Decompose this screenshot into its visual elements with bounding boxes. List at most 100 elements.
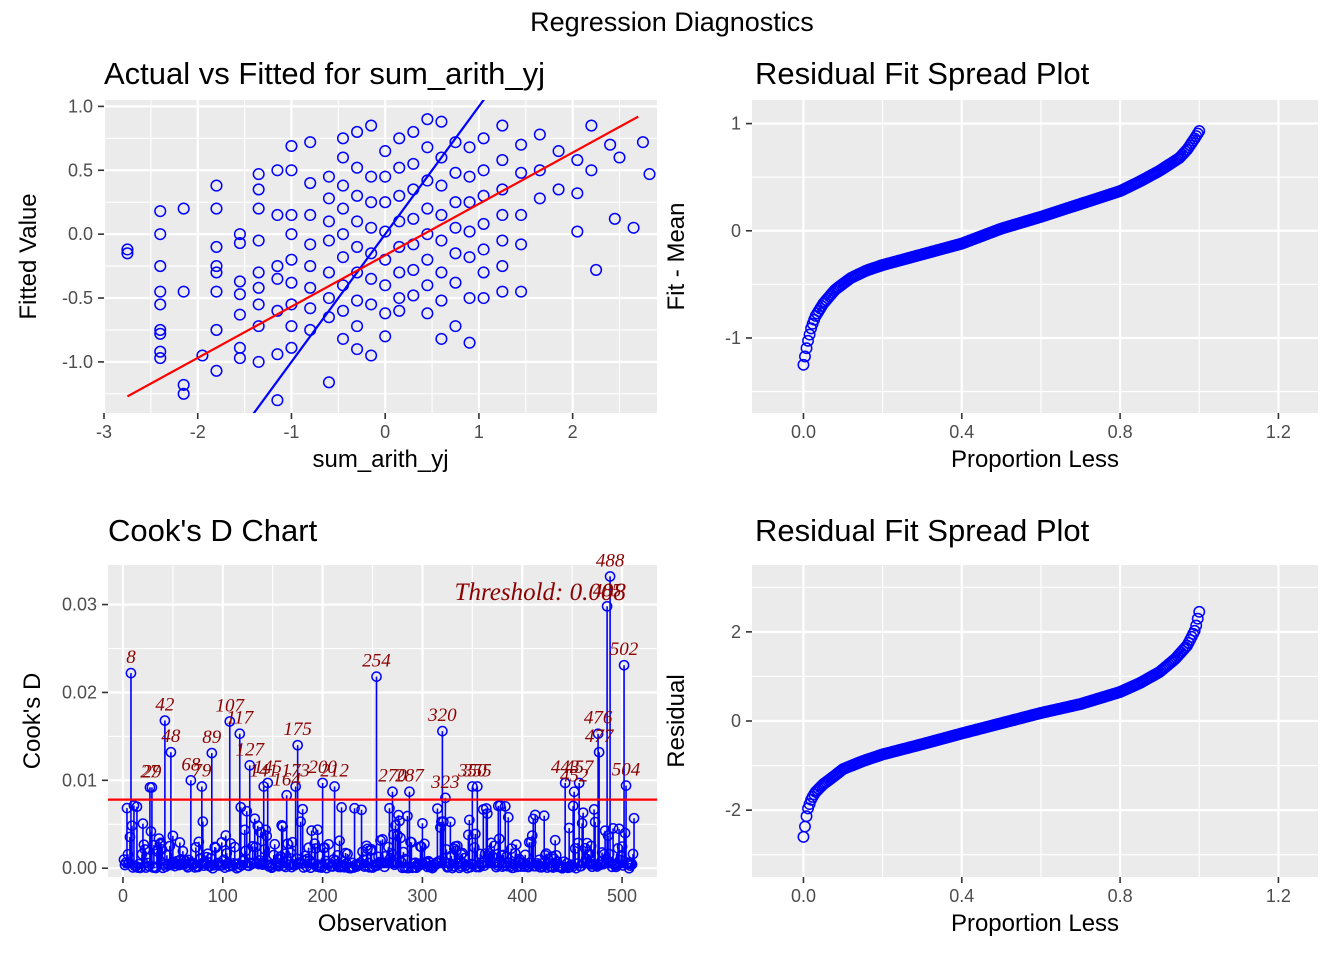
data-point	[463, 336, 476, 349]
cooks-point	[452, 840, 463, 852]
obs-label: 212	[320, 760, 349, 781]
cooks-point	[593, 746, 605, 758]
data-point	[304, 302, 317, 315]
cooks-point	[387, 786, 398, 798]
spread-point	[1188, 624, 1201, 637]
x-tick-label: 0.4	[949, 886, 974, 906]
data-point	[393, 240, 406, 253]
obs-label: 323	[430, 772, 460, 793]
cooks-point	[165, 746, 177, 758]
x-tick-label: 1	[474, 422, 484, 442]
cooks-point	[138, 839, 150, 851]
data-point	[496, 119, 509, 132]
data-point	[210, 323, 223, 337]
cooks-point	[620, 780, 632, 791]
data-point	[421, 253, 434, 266]
cooks-point	[437, 725, 448, 737]
data-point	[285, 253, 298, 266]
obs-label: 117	[226, 708, 255, 729]
data-point	[463, 196, 476, 209]
data-point	[336, 132, 350, 145]
data-point	[407, 212, 420, 225]
cooks-point	[469, 828, 481, 840]
data-point	[154, 345, 167, 358]
x-tick-label: 0	[380, 422, 390, 442]
x-tick-label: 200	[308, 886, 338, 906]
data-point	[496, 183, 509, 196]
x-tick-label: 0.8	[1108, 422, 1133, 442]
y-tick-label: 0.03	[62, 595, 97, 615]
cooks-point	[628, 812, 640, 824]
obs-label: 477	[585, 726, 615, 747]
data-point	[322, 376, 335, 389]
x-tick-label: 500	[607, 886, 637, 906]
x-tick-label: 1.2	[1266, 886, 1291, 906]
cooks-point	[499, 800, 511, 812]
spread-point	[803, 328, 816, 341]
data-point	[304, 176, 317, 190]
data-point	[365, 298, 378, 311]
cooks-point	[131, 801, 143, 813]
cooks-point	[349, 802, 360, 814]
obs-label: 502	[610, 639, 639, 660]
data-point	[252, 266, 265, 279]
data-point	[463, 225, 476, 238]
cooks-point	[502, 811, 514, 823]
obs-label: 27	[140, 761, 161, 782]
data-point	[304, 136, 317, 149]
data-point	[177, 378, 190, 391]
obs-label: 89	[202, 727, 222, 748]
cooks-point	[306, 825, 317, 836]
data-point	[393, 161, 406, 174]
data-point	[252, 168, 265, 181]
data-point	[463, 291, 476, 305]
data-point	[393, 291, 406, 305]
cooks-point	[540, 848, 552, 859]
obs-label: 504	[612, 760, 641, 781]
data-point	[154, 260, 167, 273]
data-point	[393, 132, 406, 145]
cooks-point	[249, 813, 261, 825]
data-point	[322, 234, 335, 247]
data-point	[449, 320, 462, 333]
data-point	[393, 304, 406, 317]
y-tick-label: 0.5	[68, 160, 93, 180]
data-point	[552, 145, 565, 158]
x-tick-label: 2	[568, 422, 578, 442]
cooks-point	[559, 777, 571, 789]
cooks-point	[481, 808, 493, 819]
data-point	[233, 237, 246, 250]
spread-point	[1193, 125, 1206, 138]
data-point	[435, 115, 448, 128]
data-point	[285, 208, 298, 222]
data-point	[210, 364, 223, 377]
chart-cooks_d: 0 100 200 300 400 500 0.00 0.01 0.02 0.03 Cook's D…	[19, 513, 657, 937]
data-point	[477, 164, 490, 177]
data-point	[233, 288, 246, 301]
data-point	[477, 132, 490, 145]
x-tick-label: 0.0	[791, 422, 816, 442]
y-tick-label: -2	[725, 800, 741, 820]
data-point	[351, 125, 364, 138]
cooks-point	[164, 840, 176, 852]
data-point	[121, 247, 134, 260]
obs-label: 476	[584, 708, 613, 729]
data-point	[477, 243, 490, 256]
data-point	[271, 348, 284, 361]
data-point	[351, 215, 364, 228]
obs-label: 68	[181, 754, 201, 775]
data-point	[154, 228, 167, 241]
data-point	[496, 260, 509, 273]
data-point	[285, 276, 298, 289]
x-axis-label: Observation	[318, 910, 447, 937]
data-point	[304, 260, 317, 273]
x-tick-label: 0.8	[1108, 886, 1133, 906]
cooks-point	[260, 824, 272, 836]
data-point	[121, 243, 134, 256]
data-point	[322, 215, 335, 228]
obs-label: 200	[308, 757, 337, 778]
data-point	[210, 285, 223, 298]
y-tick-label: 2	[731, 622, 741, 642]
